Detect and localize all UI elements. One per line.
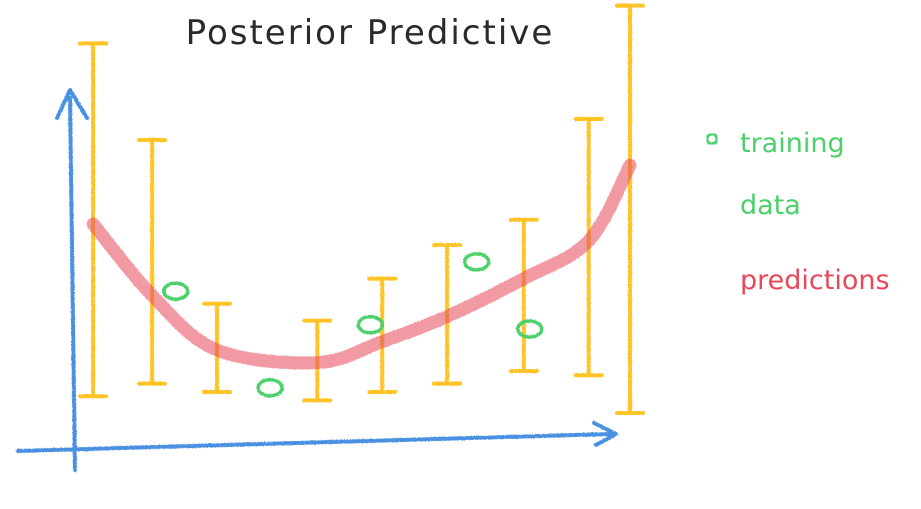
legend-training-label-line-2: data	[740, 190, 801, 221]
y-axis	[68, 96, 77, 472]
legend-item-training: training data	[705, 128, 845, 221]
legend-training-marker	[705, 132, 719, 146]
legend-training-label-line-1: training	[740, 128, 845, 159]
legend: training data predictions	[696, 128, 890, 296]
prediction-curve	[86, 158, 637, 370]
prediction-point-4	[317, 362, 318, 363]
legend-item-predictions: predictions	[696, 265, 890, 296]
training-point-4	[462, 252, 491, 272]
legend-predictions-label: predictions	[740, 265, 890, 296]
prediction-point-9	[630, 165, 631, 166]
training-point-3	[356, 315, 385, 335]
error-bar-2	[137, 138, 168, 386]
prediction-point-2	[152, 295, 153, 296]
training-point-5	[515, 319, 544, 339]
prediction-curve-line	[86, 158, 637, 370]
prediction-point-8	[588, 240, 589, 241]
y-axis-arrowhead	[55, 88, 89, 120]
x-axis	[16, 432, 612, 453]
chart-title: Posterior Predictive	[186, 13, 555, 53]
prediction-point-5	[382, 341, 383, 342]
error-bar-7	[508, 217, 539, 373]
training-points	[161, 252, 544, 398]
prediction-point-3	[217, 350, 218, 351]
prediction-point-7	[523, 278, 524, 279]
axes	[16, 88, 618, 472]
training-point-2	[256, 378, 284, 398]
x-axis-arrowhead	[592, 421, 618, 447]
prediction-point-1	[93, 224, 94, 225]
prediction-point-6	[447, 316, 448, 317]
training-point-1	[161, 281, 190, 301]
error-bar-9	[615, 3, 645, 415]
